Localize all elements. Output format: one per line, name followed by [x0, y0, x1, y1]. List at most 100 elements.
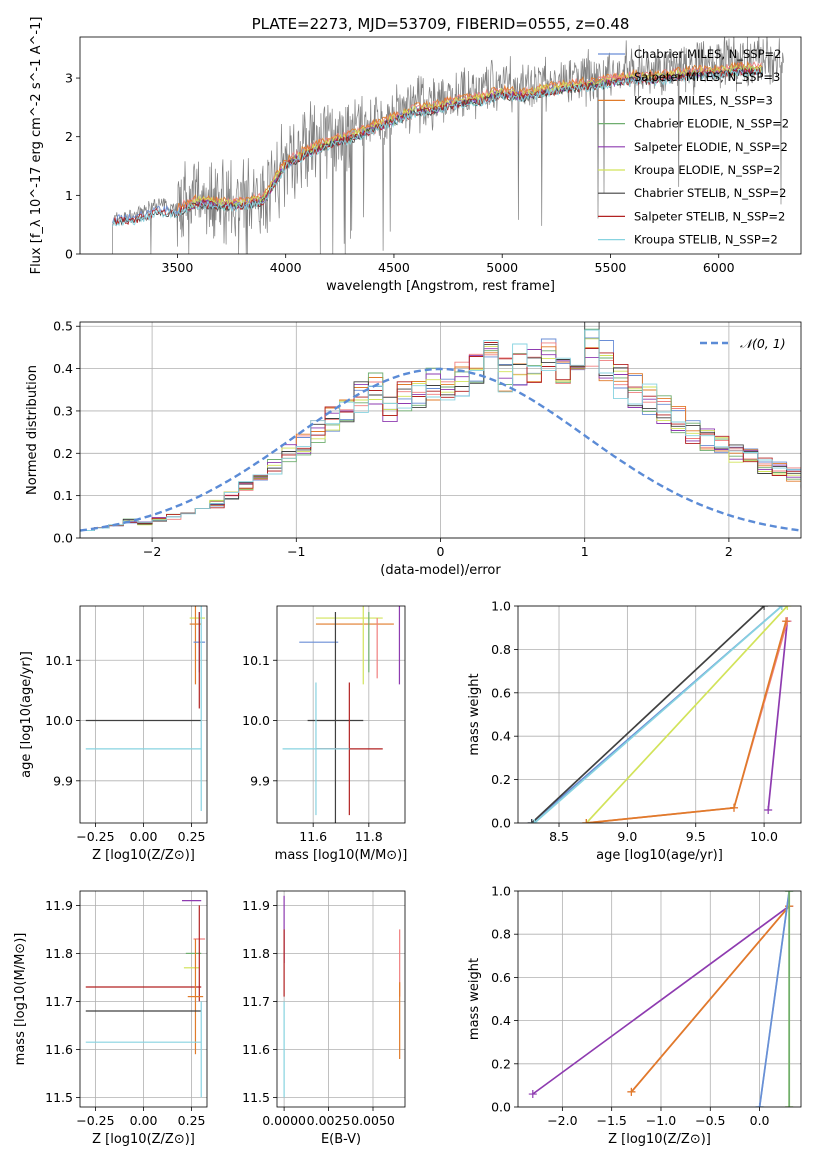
legend-entry-label: Kroupa ELODIE, N_SSP=2 [634, 163, 780, 177]
plus-marker [527, 819, 536, 823]
plot-area [282, 606, 401, 823]
observed-spectrum-line [112, 37, 785, 254]
plot-area [80, 322, 801, 538]
y-tick-label: 10.1 [45, 653, 73, 668]
x-axis-label: age [log10(age/yr)] [596, 848, 723, 863]
x-tick-label: 3500 [162, 260, 194, 275]
x-tick-label: −0.5 [695, 1113, 725, 1128]
mass-weight-series-salpeter-elodie [767, 621, 789, 811]
x-tick-label: 0.0000 [262, 1113, 306, 1128]
y-tick-label: 0.8 [491, 927, 511, 942]
mass-vs-ebv-panel: 0.0000 0.0025 0.0050 11.5 11.6 11.7 11.8 11.9 E(… [242, 890, 406, 1147]
residual-histogram-chabrier-stelib [80, 322, 801, 538]
x-tick-label: 10.0 [750, 829, 778, 844]
data-point [187, 939, 204, 1055]
y-tick-label: 0.0 [491, 1100, 511, 1115]
legend-entry-label: Kroupa MILES, N_SSP=3 [634, 93, 773, 107]
mass-weight-series-chabrier-miles [758, 891, 791, 1107]
model-spectrum-kroupa-stelib [112, 68, 763, 227]
x-tick-label: −1.5 [596, 1113, 626, 1128]
y-tick-label: 0.4 [491, 729, 511, 744]
x-axis-label: E(B-V) [321, 1132, 361, 1147]
legend-entry-label: 𝒩(0, 1) [740, 336, 786, 351]
residual-histogram-kroupa-elodie [80, 338, 801, 538]
normal-distribution-curve [80, 367, 801, 532]
y-tick-label: 0.2 [491, 1056, 511, 1071]
plus-marker [764, 805, 773, 814]
mass-weight-vs-metallicity-panel: −2.0 −1.5 −1.0 −0.5 0.0 0.0 0.2 0.4 0.6 0.8 1.0 Z [… [467, 884, 802, 1147]
y-axis-label: mass weight [467, 958, 482, 1040]
y-tick-label: 0.1 [53, 488, 73, 503]
axes-background [277, 891, 405, 1107]
y-tick-label: 0.0 [53, 531, 73, 546]
y-tick-label: 11.5 [45, 1090, 73, 1105]
plus-marker [755, 1103, 764, 1107]
x-tick-label: 5500 [595, 260, 627, 275]
plus-marker [785, 891, 794, 895]
data-point [307, 612, 364, 823]
y-tick-label: 1.0 [491, 884, 511, 899]
plus-marker [781, 617, 790, 626]
legend-entry-label: Chabrier STELIB, N_SSP=2 [634, 186, 786, 200]
legend-entry-label: Kroupa STELIB, N_SSP=2 [634, 233, 778, 247]
axes-frame [517, 605, 802, 824]
y-tick-label: 11.5 [242, 1090, 270, 1105]
plus-marker [528, 1090, 537, 1099]
axes-background [277, 606, 405, 823]
spectrum-panel: 3500 4000 4500 5000 5500 6000 0 1 2 3 wavelength [… [29, 15, 802, 294]
y-tick-label: 11.6 [45, 1042, 73, 1057]
mass-weight-series-salpeter-elodie [532, 905, 790, 1095]
mass-vs-metallicity-panel: −0.25 0.00 0.25 11.5 11.6 11.7 11.8 11.9 Z [log1… [13, 890, 208, 1147]
plot-area [112, 37, 785, 254]
x-tick-label: 0.0025 [307, 1113, 351, 1128]
y-tick-label: 0.5 [53, 319, 73, 334]
residual-histogram-salpeter-miles [80, 342, 801, 538]
axes-frame [79, 321, 802, 539]
legend-entry-label: Salpeter ELODIE, N_SSP=2 [634, 140, 788, 154]
y-axis-label: age [log10(age/yr)] [19, 651, 34, 778]
residual-histogram-kroupa-miles [80, 346, 801, 538]
x-tick-label: 2 [725, 544, 733, 559]
x-axis-label: wavelength [Angstrom, rest frame] [326, 279, 555, 294]
y-tick-label: 11.9 [45, 898, 73, 913]
x-tick-label: 0.0050 [351, 1113, 395, 1128]
x-tick-label: 5000 [486, 260, 518, 275]
x-axis-label: Z [log10(Z/Z⊙)] [92, 1132, 195, 1147]
x-tick-label: −0.25 [76, 1113, 114, 1128]
x-tick-label: 4000 [270, 260, 302, 275]
y-tick-label: 0.2 [491, 772, 511, 787]
y-tick-label: 2 [65, 129, 73, 144]
y-tick-label: 9.9 [250, 773, 270, 788]
x-tick-label: 0.00 [130, 1113, 158, 1128]
plot-area [527, 606, 792, 823]
x-axis-label: (data-model)/error [380, 563, 501, 578]
y-tick-label: 0.3 [53, 403, 73, 418]
x-tick-label: 11.8 [355, 829, 383, 844]
x-tick-label: 6000 [703, 260, 735, 275]
y-tick-label: 0.4 [491, 1013, 511, 1028]
axes-frame [276, 890, 406, 1108]
y-tick-label: 11.6 [242, 1042, 270, 1057]
plus-marker [785, 1103, 794, 1107]
x-tick-label: 0.00 [130, 829, 158, 844]
y-tick-label: 11.8 [242, 946, 270, 961]
residual-histogram-salpeter-elodie [80, 348, 801, 538]
plus-marker [730, 803, 739, 812]
mass-weight-vs-age-panel: 8.5 9.0 9.5 10.0 0.0 0.2 0.4 0.6 0.8 1.0 age [log1… [467, 599, 802, 863]
y-axis-label: mass weight [467, 673, 482, 755]
plus-marker [783, 606, 792, 610]
y-axis-label: Flux [f_λ 10^-17 erg cm^-2 s^-1 A^-1] [29, 17, 44, 275]
y-tick-label: 10.0 [45, 713, 73, 728]
y-tick-label: 10.1 [242, 653, 270, 668]
plot-area [85, 899, 206, 1098]
axes-frame [79, 36, 802, 255]
legend-entry-label: Chabrier MILES, N_SSP=2 [634, 47, 781, 61]
plot-area [528, 891, 794, 1107]
x-tick-label: 4500 [378, 260, 410, 275]
x-axis-label: mass [log10(M/M⊙)] [275, 848, 408, 863]
y-tick-label: 0.2 [53, 446, 73, 461]
mass-weight-series-chabrier-stelib [531, 606, 765, 823]
residual-histogram-chabrier-elodie [80, 328, 801, 538]
x-tick-label: 9.5 [686, 829, 706, 844]
